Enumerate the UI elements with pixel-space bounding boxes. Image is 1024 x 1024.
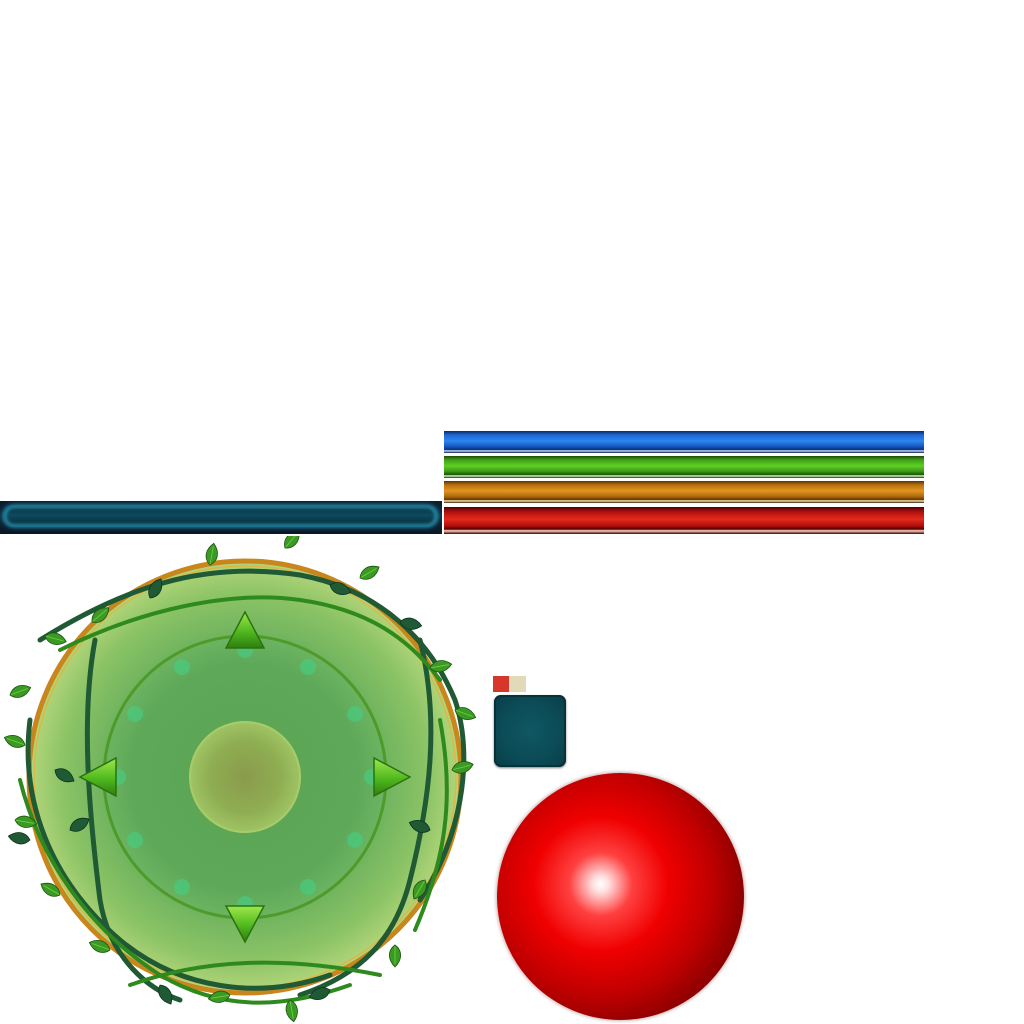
exp-bar [444, 481, 924, 503]
mana-bar [444, 431, 924, 453]
red-swatch [493, 676, 509, 692]
mana-bar-fill [444, 431, 924, 453]
stamina-bar-fill [444, 456, 924, 478]
red-orb-button[interactable] [497, 773, 744, 1020]
energy-bar [0, 501, 442, 534]
health-bar-fill [444, 507, 924, 534]
energy-bar-track [5, 507, 436, 525]
health-bar [444, 507, 924, 534]
stamina-bar [444, 456, 924, 478]
arrow-down-button[interactable] [224, 905, 266, 944]
arrow-left-button[interactable] [78, 756, 117, 798]
exp-bar-fill [444, 481, 924, 503]
joystick-knob[interactable] [189, 721, 301, 833]
cream-swatch [509, 676, 526, 692]
arrow-up-button[interactable] [224, 610, 266, 649]
item-slot[interactable] [494, 695, 566, 767]
joystick[interactable] [0, 536, 490, 1022]
arrow-right-button[interactable] [373, 756, 412, 798]
